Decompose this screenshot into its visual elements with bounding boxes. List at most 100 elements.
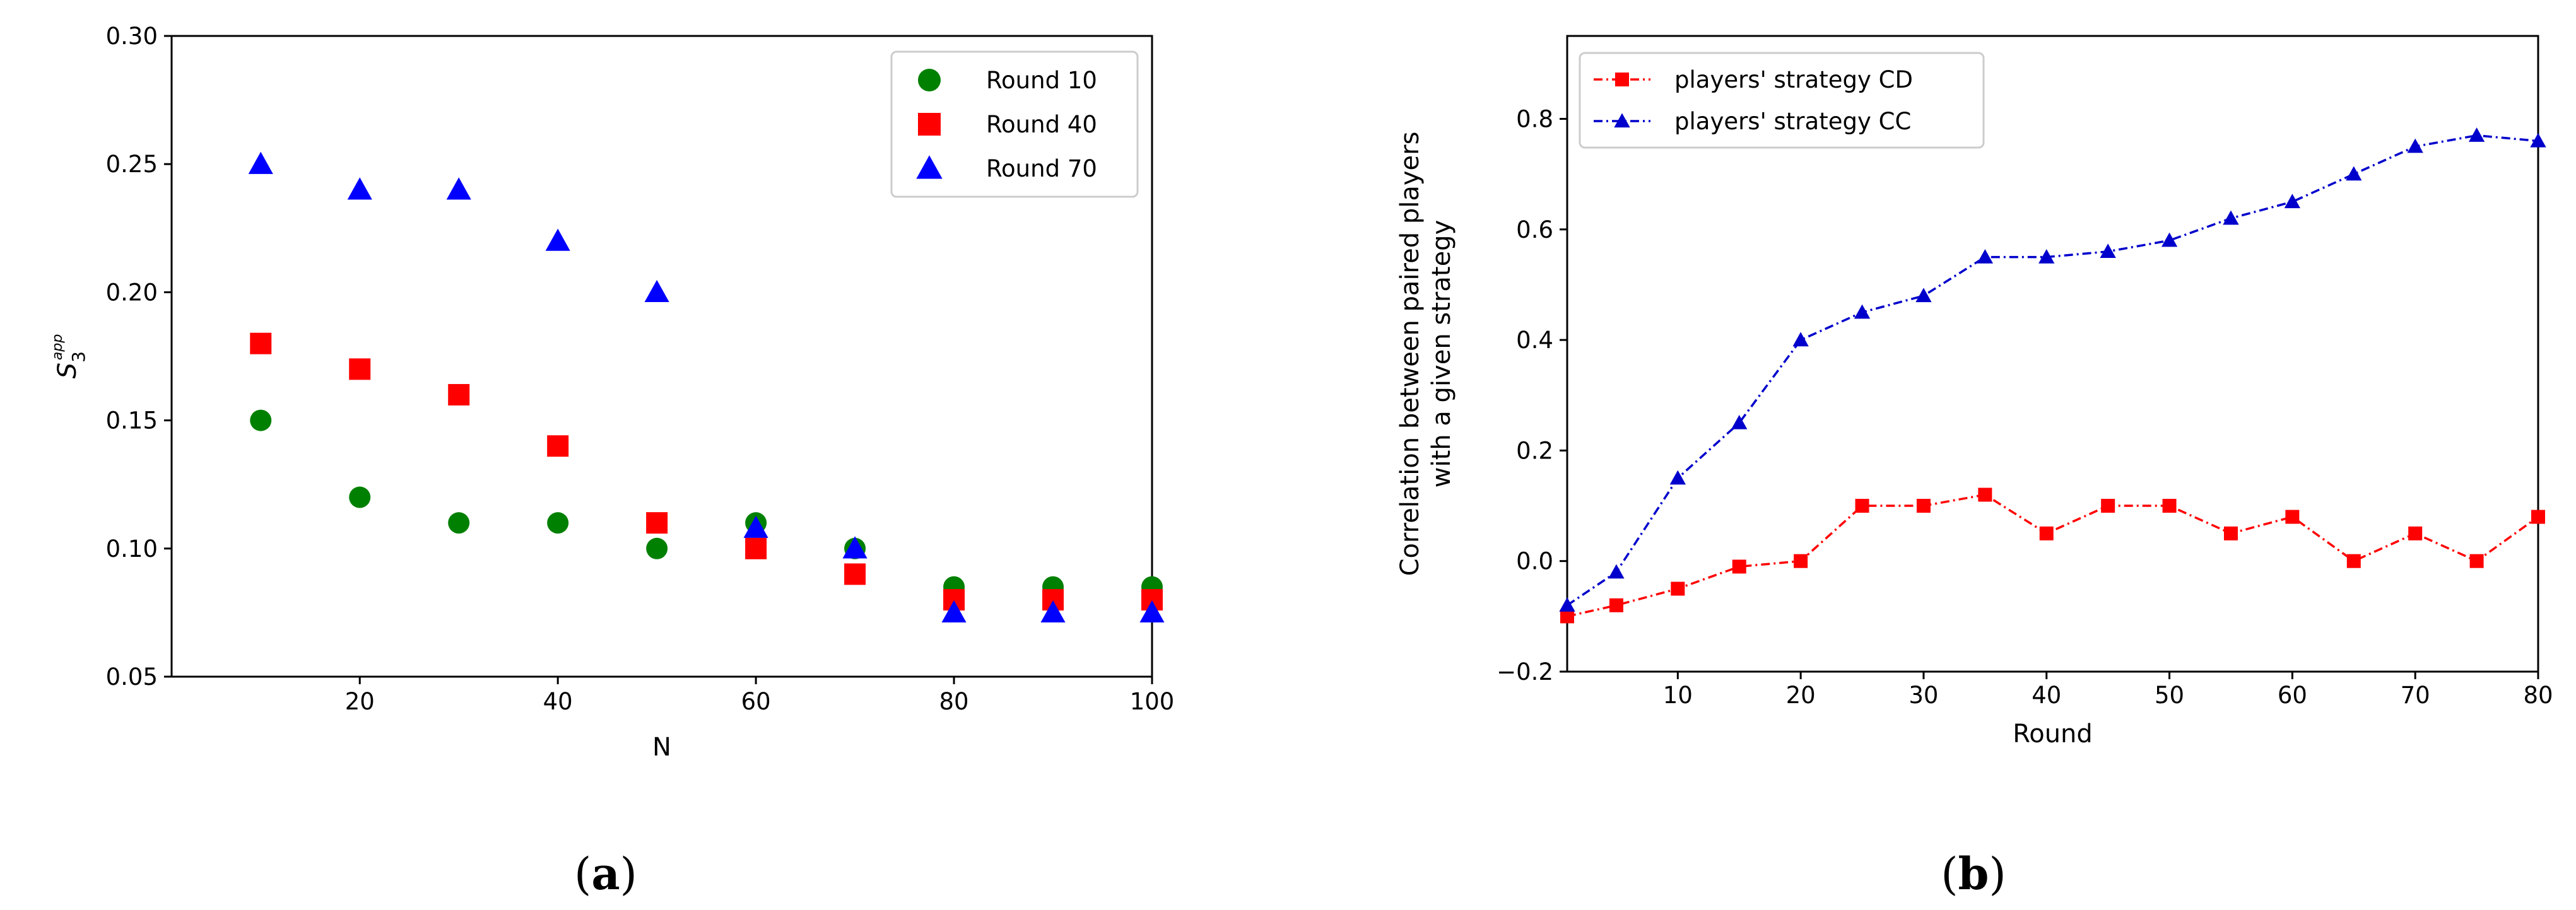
data-point <box>1855 499 1869 513</box>
data-point <box>2039 526 2054 540</box>
data-point <box>347 177 372 200</box>
data-point <box>2101 499 2115 513</box>
data-point <box>349 486 371 508</box>
data-point <box>2284 194 2301 209</box>
data-point <box>2100 243 2116 258</box>
x-tick-label: 40 <box>2032 682 2061 709</box>
data-point <box>644 279 669 303</box>
x-tick-label: 20 <box>1786 682 1816 709</box>
data-point <box>1560 609 1574 624</box>
data-point <box>1609 598 1623 612</box>
data-point <box>1915 288 1932 303</box>
y-tick-label: 0.6 <box>1516 216 1553 243</box>
legend-marker <box>918 113 941 136</box>
data-point <box>1977 248 1994 264</box>
legend-marker <box>1614 113 1630 128</box>
legend-label: Round 70 <box>986 155 1097 182</box>
data-point <box>1978 487 1992 502</box>
legend-marker <box>918 69 941 91</box>
data-point <box>1559 597 1575 612</box>
data-point <box>248 151 273 174</box>
caption-b: (b) <box>1941 848 2006 900</box>
data-point <box>545 228 570 251</box>
data-point <box>1794 554 1808 568</box>
data-point <box>448 512 470 534</box>
caption-a: (a) <box>574 848 637 900</box>
legend-label: players' strategy CD <box>1674 66 1913 93</box>
data-point <box>2468 127 2485 142</box>
data-point <box>1608 564 1625 579</box>
data-point <box>2346 166 2362 181</box>
data-point <box>745 537 767 559</box>
y-tick-label: 0.05 <box>106 663 158 691</box>
legend-marker <box>1615 73 1629 86</box>
x-tick-label: 60 <box>741 688 771 715</box>
data-point <box>2223 210 2239 225</box>
x-tick-label: 60 <box>2278 682 2307 709</box>
data-point <box>646 512 668 534</box>
y-tick-label: 0.15 <box>106 407 158 435</box>
y-tick-label: 0.10 <box>106 535 158 563</box>
data-point <box>2530 132 2546 148</box>
legend-label: Round 10 <box>986 67 1097 94</box>
y-tick-label: −0.2 <box>1497 658 1553 685</box>
data-point <box>743 515 768 538</box>
data-point <box>1916 499 1931 513</box>
data-point <box>1671 581 1685 596</box>
data-point <box>2531 510 2545 524</box>
y-tick-label: 0.8 <box>1516 105 1553 132</box>
y-tick-label: 0.20 <box>106 279 158 306</box>
y-tick-label: 0.2 <box>1516 437 1553 464</box>
data-point <box>2162 499 2177 513</box>
panel-a-scatter: 20 40 60 80 100 0.05 0.10 0.15 0.20 0.25 0.30 N S3ap… <box>50 23 1174 762</box>
data-point <box>1731 414 1748 429</box>
y-axis-label-line2: with a given strategy <box>1427 220 1456 488</box>
panel-b-line: 10 20 30 40 50 60 70 80 −0.2 0.0 0.2 0.4 0.6 0.8 Round… <box>1396 35 2553 749</box>
x-tick-label: 100 <box>1130 688 1175 715</box>
y-tick-label: 0.25 <box>106 151 158 178</box>
x-axis-label: N <box>652 733 671 762</box>
y-axis-label: S3app <box>50 334 89 379</box>
x-tick-label: 50 <box>2155 682 2184 709</box>
data-point <box>446 177 471 200</box>
data-point <box>1040 600 1066 623</box>
x-tick-label: 80 <box>2523 682 2553 709</box>
data-point <box>1139 600 1165 623</box>
data-point <box>2407 138 2423 153</box>
x-tick-label: 10 <box>1663 682 1693 709</box>
x-tick-label: 40 <box>543 688 573 715</box>
data-point <box>1854 304 1871 319</box>
data-point <box>250 332 272 354</box>
plot-frame <box>170 35 1153 678</box>
data-point <box>941 600 967 623</box>
data-point <box>646 537 668 559</box>
data-point <box>2038 248 2055 264</box>
data-point <box>349 358 371 380</box>
data-point <box>844 563 866 585</box>
legend-box <box>1579 52 1985 149</box>
legend-label: players' strategy CC <box>1674 108 1911 135</box>
data-point <box>842 536 867 559</box>
plot-frame <box>1566 35 2539 673</box>
y-axis-label-line1: Correlation between paired players <box>1396 132 1425 576</box>
legend-label: Round 40 <box>986 111 1097 138</box>
data-point <box>1669 470 1686 485</box>
y-tick-label: 0.4 <box>1516 327 1553 354</box>
data-point <box>2223 526 2238 540</box>
data-point <box>547 435 569 457</box>
legend-box <box>890 50 1139 198</box>
legend-marker <box>916 155 943 179</box>
data-point <box>2469 554 2484 568</box>
x-tick-label: 70 <box>2401 682 2430 709</box>
series-line <box>1567 493 2539 618</box>
data-point <box>547 512 569 534</box>
y-tick-label: 0.30 <box>106 23 158 50</box>
y-tick-label: 0.0 <box>1516 548 1553 575</box>
data-point <box>250 409 272 431</box>
x-tick-label: 80 <box>939 688 969 715</box>
x-axis-label: Round <box>2013 720 2093 749</box>
data-point <box>2285 510 2300 524</box>
data-point <box>1792 332 1809 347</box>
data-point <box>2161 232 2178 247</box>
